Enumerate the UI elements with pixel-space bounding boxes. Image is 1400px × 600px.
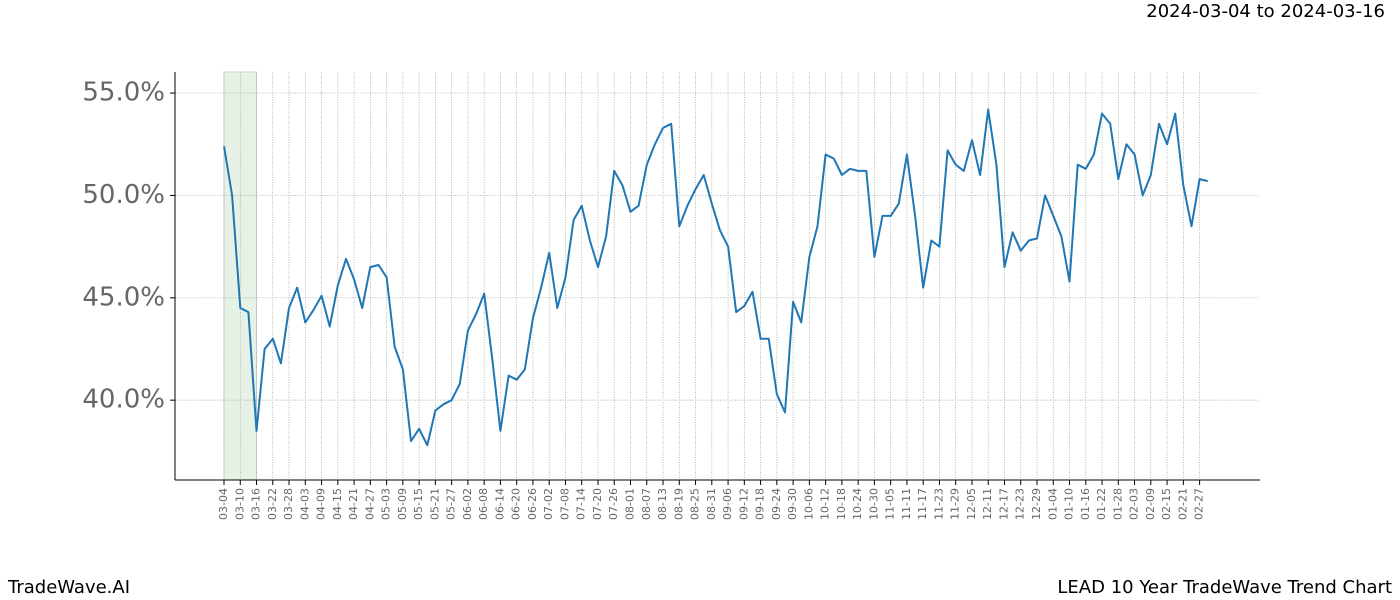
x-tick-label: 10-30 [867, 488, 880, 520]
x-tick-label: 04-09 [315, 488, 328, 520]
x-tick-label: 01-28 [1111, 488, 1124, 520]
x-tick-label: 02-09 [1144, 488, 1157, 520]
x-tick-label: 12-29 [1030, 488, 1043, 520]
x-tick-label: 09-06 [721, 488, 734, 520]
x-tick-label: 07-20 [591, 488, 604, 520]
x-tick-label: 05-15 [412, 488, 425, 520]
x-tick-label: 07-14 [575, 488, 588, 520]
x-tick-label: 05-09 [396, 488, 409, 520]
x-tick-label: 03-22 [266, 488, 279, 520]
x-tick-label: 12-17 [997, 488, 1010, 520]
x-tick-label: 06-08 [477, 488, 490, 520]
footer-title: LEAD 10 Year TradeWave Trend Chart [1057, 577, 1392, 598]
x-tick-label: 11-17 [916, 488, 929, 520]
x-tick-label: 10-12 [819, 488, 832, 520]
x-tick-label: 09-12 [737, 488, 750, 520]
x-tick-label: 05-21 [428, 488, 441, 520]
trend-line [223, 108, 1208, 447]
x-tick-label: 06-20 [510, 488, 523, 520]
x-tick-label: 06-14 [493, 488, 506, 520]
x-tick-label: 03-04 [217, 488, 230, 520]
x-tick-label: 08-07 [640, 488, 653, 520]
highlight-band [223, 71, 258, 481]
x-tick-label: 08-25 [689, 488, 702, 520]
date-range: 2024-03-04 to 2024-03-16 [1146, 1, 1385, 22]
x-tick-label: 11-11 [900, 488, 913, 520]
x-tick-label: 01-16 [1079, 488, 1092, 520]
x-tick-label: 02-03 [1128, 488, 1141, 520]
x-tick-label: 01-22 [1095, 488, 1108, 520]
x-tick-label: 04-03 [298, 488, 311, 520]
x-tick-label: 10-18 [835, 488, 848, 520]
x-tick-label: 11-23 [932, 488, 945, 520]
x-tick-label: 01-04 [1046, 488, 1059, 520]
x-tick-label: 07-26 [607, 488, 620, 520]
x-tick-label: 03-28 [282, 488, 295, 520]
x-tick-label: 03-10 [233, 488, 246, 520]
x-tick-label: 08-19 [672, 488, 685, 520]
x-tick-label: 02-15 [1160, 488, 1173, 520]
x-tick-label: 06-26 [526, 488, 539, 520]
y-tick-label: 55.0% [82, 78, 165, 108]
x-tick-label: 11-29 [949, 488, 962, 520]
x-tick-label: 07-08 [558, 488, 571, 520]
x-tick-label: 04-27 [363, 488, 376, 520]
x-tick-label: 05-03 [380, 488, 393, 520]
x-tick-label: 12-23 [1014, 488, 1027, 520]
y-tick-label: 45.0% [82, 282, 165, 312]
x-tick-label: 04-21 [347, 488, 360, 520]
x-tick-label: 09-24 [770, 488, 783, 520]
x-tick-label: 08-13 [656, 488, 669, 520]
x-tick-label: 03-16 [250, 488, 263, 520]
x-tick-label: 01-10 [1063, 488, 1076, 520]
x-tick-label: 11-05 [884, 488, 897, 520]
x-tick-label: 12-11 [981, 488, 994, 520]
x-tick-label: 12-05 [965, 488, 978, 520]
x-tick-label: 02-21 [1176, 488, 1189, 520]
x-tick-label: 05-27 [445, 488, 458, 520]
x-tick-label: 04-15 [331, 488, 344, 520]
brand: TradeWave.AI [7, 577, 130, 598]
x-tick-label: 09-18 [754, 488, 767, 520]
y-tick-label: 50.0% [82, 180, 165, 210]
x-tick-label: 10-24 [851, 488, 864, 520]
x-tick-label: 02-27 [1193, 488, 1206, 520]
x-tick-label: 06-02 [461, 488, 474, 520]
x-tick-label: 07-02 [542, 488, 555, 520]
y-tick-label: 40.0% [82, 385, 165, 415]
x-tick-label: 09-30 [786, 488, 799, 520]
x-tick-label: 08-01 [624, 488, 637, 520]
x-tick-label: 10-06 [802, 488, 815, 520]
x-tick-label: 08-31 [705, 488, 718, 520]
